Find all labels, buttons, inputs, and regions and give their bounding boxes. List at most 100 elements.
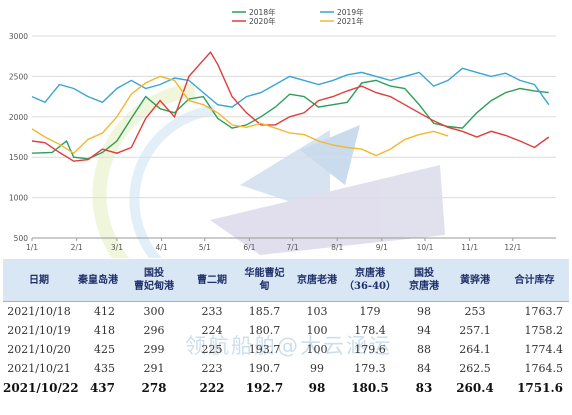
table-cell: 100 [306, 343, 328, 356]
table-cell: 412 [94, 305, 115, 318]
column-header: 合计库存 [500, 259, 569, 302]
legend-label: 2018年 [249, 7, 276, 17]
x-tick-label: 6/1 [243, 243, 255, 252]
table-cell: 1774.4 [524, 343, 564, 356]
column-header: 黄骅港 [450, 259, 500, 302]
table-cell: 253 [464, 305, 486, 318]
legend-label: 2020年 [249, 16, 276, 26]
legend-label: 2019年 [337, 7, 364, 17]
table-cell: 296 [143, 324, 165, 337]
table-row: 2021/10/18 412 300 233 185.7 103 179 98 253 1763.… [3, 302, 569, 322]
legend-label: 2021年 [337, 16, 364, 26]
table-cell: 299 [143, 343, 165, 356]
stock-line-chart: 500 1000 1500 2000 2500 3000 1/1 2/1 3/1 4/1 5/1 6… [9, 7, 556, 258]
table-cell: 179.3 [354, 362, 386, 375]
table-row: 2021/10/21 435 291 223 190.7 99 179.3 84 262.5 17… [3, 359, 569, 378]
table-cell: 185.7 [248, 305, 281, 318]
table-cell: 437 [89, 380, 115, 395]
watermark-text: 领航船舶@大云涵运 [185, 334, 392, 358]
column-header: 华能曹妃甸 [237, 259, 292, 302]
table-cell: 264.1 [459, 343, 491, 356]
x-tick-label: 7/1 [287, 243, 299, 252]
table-cell: 225 [201, 343, 223, 356]
y-tick-label: 2000 [9, 113, 28, 122]
series-line-2018年 [31, 79, 549, 160]
x-tick-label: 12/1 [504, 243, 521, 252]
x-tick-label: 1/1 [26, 243, 38, 252]
table-cell: 100 [306, 324, 328, 337]
y-tick-label: 500 [14, 234, 29, 243]
y-tick-label: 3000 [9, 32, 28, 41]
table-cell: 103 [306, 305, 328, 318]
table-cell: 1763.7 [524, 305, 564, 318]
table-cell: 84 [417, 362, 431, 375]
x-axis: 1/1 2/1 3/1 4/1 5/1 6/1 7/1 8/1 9/1 10/1 11/1 12/1 [26, 238, 521, 252]
table-cell: 2021/10/21 [7, 362, 71, 375]
table-cell: 262.5 [459, 362, 491, 375]
table-cell: 83 [415, 380, 433, 395]
column-header: 京唐老港 [292, 259, 342, 302]
table-cell: 192.7 [245, 380, 284, 395]
column-header: 日期 [3, 259, 75, 302]
table-cell: 278 [141, 380, 167, 395]
table-cell: 435 [94, 362, 115, 375]
table-cell: 291 [143, 362, 165, 375]
table-cell: 425 [94, 343, 115, 356]
table-cell: 260.4 [456, 380, 494, 395]
column-header: 秦皇岛港 [75, 259, 121, 302]
table-row: 2021/10/22 437 278 222 192.7 98 180.5 83 260.4 17… [3, 378, 569, 397]
table-row: 2021/10/19 418 296 224 180.7 100 178.4 94 257.1 1… [3, 321, 569, 340]
table-cell: 180.7 [248, 324, 281, 337]
x-tick-label: 10/1 [417, 243, 434, 252]
table-cell: 179.6 [354, 343, 386, 356]
table-cell: 99 [310, 362, 324, 375]
x-tick-label: 4/1 [156, 243, 168, 252]
chart-gridlines [32, 35, 556, 239]
table-cell: 1764.5 [524, 362, 564, 375]
table-cell: 1751.6 [517, 380, 563, 395]
table-cell: 2021/10/20 [7, 343, 71, 356]
y-tick-label: 1500 [9, 153, 28, 162]
table-cell: 257.1 [459, 324, 491, 337]
table-cell: 178.4 [354, 324, 386, 337]
port-inventory-table: 日期 秦皇岛港 国投 曹妃甸港 曹二期 华能曹妃甸京唐老港 京唐港 （36-40） 国投 京唐港黄… [3, 259, 569, 397]
table-cell: 300 [143, 305, 165, 318]
table-cell: 418 [94, 324, 115, 337]
y-axis: 500 1000 1500 2000 2500 3000 [9, 32, 28, 243]
x-tick-label: 5/1 [199, 243, 211, 252]
series-lines [31, 51, 550, 162]
x-tick-label: 2/1 [71, 243, 83, 252]
column-header: 京唐港 （36-40） [342, 259, 398, 302]
table-cell: 224 [201, 324, 223, 337]
chart-legend: 2018年 2019年 2020年 2021年 [232, 7, 364, 26]
table-cell: 2021/10/18 [7, 305, 71, 318]
x-tick-label: 3/1 [111, 243, 123, 252]
x-tick-label: 8/1 [331, 243, 343, 252]
table-cell: 94 [417, 324, 431, 337]
series-line-2020年 [31, 51, 550, 162]
table-cell: 2021/10/22 [3, 380, 79, 395]
table-cell: 193.7 [248, 343, 281, 356]
series-line-2019年 [31, 67, 550, 108]
table-body: 2021/10/18 412 300 233 185.7 103 179 98 253 1763.… [3, 302, 569, 398]
table-header-row: 日期 秦皇岛港 国投 曹妃甸港 曹二期 华能曹妃甸京唐老港 京唐港 （36-40） 国投 京唐港黄… [3, 259, 569, 302]
table-cell: 179 [359, 305, 381, 318]
table-cell: 88 [417, 343, 431, 356]
x-tick-label: 9/1 [376, 243, 388, 252]
column-header: 曹二期 [187, 259, 237, 302]
table-cell: 222 [199, 380, 225, 395]
column-header: 国投 京唐港 [398, 259, 450, 302]
table-cell: 223 [201, 362, 223, 375]
table-cell: 98 [417, 305, 431, 318]
table-cell: 190.7 [248, 362, 281, 375]
y-tick-label: 2500 [9, 72, 28, 81]
column-header: 国投 曹妃甸港 [121, 259, 187, 302]
table-row: 2021/10/20 425 299 225 193.7 100 179.6 88 264.1 1… [3, 340, 569, 359]
x-tick-label: 11/1 [461, 243, 478, 252]
table-cell: 233 [201, 305, 223, 318]
table-cell: 2021/10/19 [7, 324, 71, 337]
table-cell: 180.5 [351, 380, 389, 395]
y-tick-label: 1000 [9, 194, 28, 203]
watermark-logo [92, 83, 445, 258]
series-line-2021年 [31, 75, 449, 157]
